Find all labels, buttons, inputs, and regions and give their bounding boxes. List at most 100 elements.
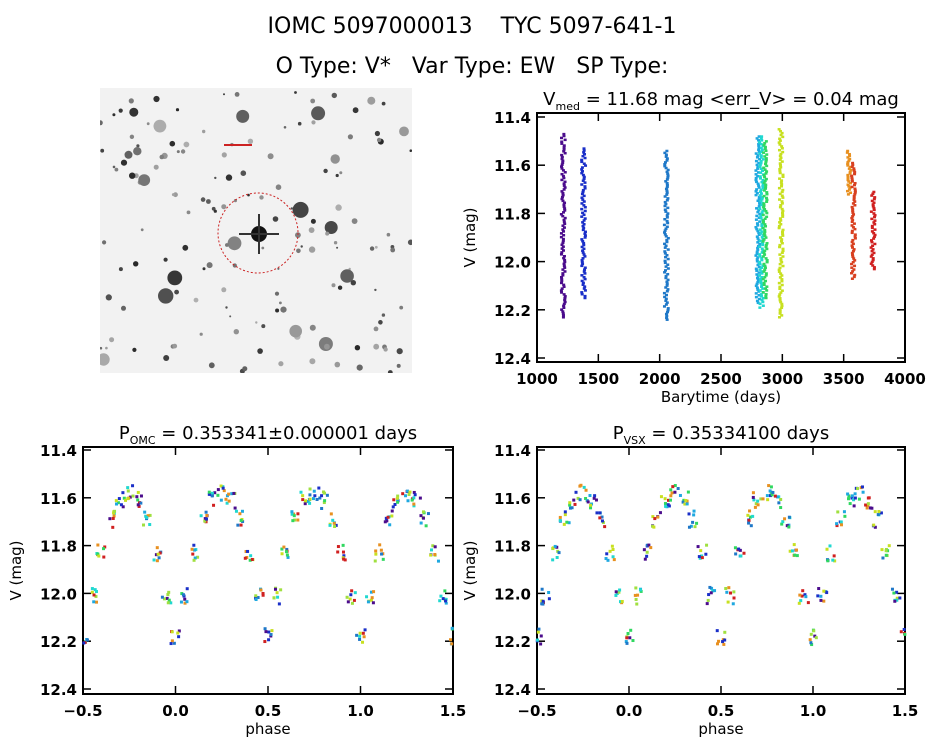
- data-point: [230, 492, 234, 496]
- y-tick-label: 12.0: [40, 585, 77, 603]
- data-point: [583, 185, 587, 188]
- x-tick-label: 3500: [823, 370, 865, 388]
- data-point: [884, 549, 888, 553]
- data-point: [362, 635, 366, 639]
- data-point: [851, 260, 855, 264]
- data-point: [754, 169, 758, 172]
- data-point: [715, 629, 719, 633]
- data-point: [848, 186, 852, 190]
- data-point: [664, 153, 668, 157]
- data-point: [836, 510, 840, 514]
- data-point: [410, 498, 414, 502]
- data-point: [780, 306, 784, 310]
- data-point: [438, 599, 442, 603]
- data-point: [733, 546, 737, 550]
- data-point: [780, 278, 784, 281]
- data-point: [752, 498, 756, 502]
- data-point: [583, 209, 587, 213]
- data-point: [762, 189, 766, 192]
- data-point: [760, 266, 764, 269]
- x-tick-label: 1500: [577, 370, 619, 388]
- data-point: [384, 516, 388, 520]
- data-point: [764, 209, 768, 213]
- data-point: [157, 556, 161, 560]
- x-axis-label: phase: [245, 720, 290, 738]
- data-point: [320, 494, 324, 498]
- data-point: [583, 266, 587, 269]
- data-point: [560, 195, 564, 199]
- data-point: [758, 302, 762, 306]
- data-point: [563, 298, 567, 302]
- data-point: [759, 277, 763, 281]
- data-point: [388, 523, 392, 527]
- star: [128, 98, 134, 104]
- data-point: [634, 586, 638, 590]
- star: [308, 246, 316, 253]
- data-point: [562, 283, 566, 287]
- data-point: [872, 215, 876, 219]
- data-point: [666, 498, 670, 502]
- data-point: [561, 199, 565, 203]
- data-point: [843, 514, 847, 518]
- data-point: [847, 188, 851, 191]
- title-rest: = 0.35334100 days: [646, 423, 830, 444]
- data-point: [803, 593, 807, 597]
- data-point: [762, 232, 766, 236]
- data-point: [682, 498, 686, 502]
- y-tick-label: 12.0: [494, 585, 531, 603]
- data-point: [581, 281, 585, 285]
- star: [261, 246, 265, 250]
- data-point: [567, 521, 571, 525]
- data-point: [737, 547, 741, 551]
- data-point: [583, 296, 587, 300]
- data-point: [90, 590, 94, 594]
- data-point: [871, 192, 875, 196]
- data-point: [581, 251, 585, 254]
- data-point: [757, 148, 761, 152]
- star: [223, 93, 225, 96]
- star: [339, 171, 343, 175]
- star: [336, 246, 339, 249]
- data-point: [681, 500, 685, 504]
- star: [208, 362, 215, 369]
- data-point: [849, 169, 853, 172]
- data-point: [204, 517, 208, 521]
- data-point: [379, 548, 383, 552]
- data-point: [756, 499, 760, 503]
- data-point: [561, 193, 565, 197]
- data-point: [757, 186, 761, 189]
- star: [308, 227, 315, 234]
- data-point: [762, 202, 766, 205]
- data-point: [583, 217, 587, 220]
- data-point: [769, 485, 773, 489]
- data-point: [764, 196, 768, 200]
- data-point: [755, 180, 759, 184]
- data-point: [169, 642, 173, 646]
- data-point: [759, 294, 763, 298]
- data-point: [666, 197, 670, 200]
- data-point: [562, 264, 566, 268]
- data-point: [341, 543, 345, 547]
- data-point: [383, 520, 387, 524]
- data-point: [760, 275, 764, 279]
- data-point: [777, 148, 781, 152]
- data-point: [664, 504, 668, 508]
- data-point: [692, 509, 696, 513]
- data-point: [763, 268, 767, 271]
- data-point: [850, 266, 854, 269]
- star: [283, 126, 287, 129]
- data-point: [583, 232, 587, 235]
- x-tick-label: 0.0: [162, 702, 189, 720]
- data-point: [559, 253, 563, 256]
- data-point: [563, 295, 567, 298]
- data-point: [778, 312, 782, 315]
- data-point: [561, 249, 565, 252]
- data-point: [851, 209, 855, 213]
- data-point: [663, 501, 667, 505]
- data-point: [705, 543, 709, 547]
- data-point: [92, 600, 96, 604]
- data-point: [664, 276, 668, 280]
- sky-image: [100, 88, 412, 373]
- data-point: [761, 497, 765, 501]
- x-tick-label: 2500: [700, 370, 742, 388]
